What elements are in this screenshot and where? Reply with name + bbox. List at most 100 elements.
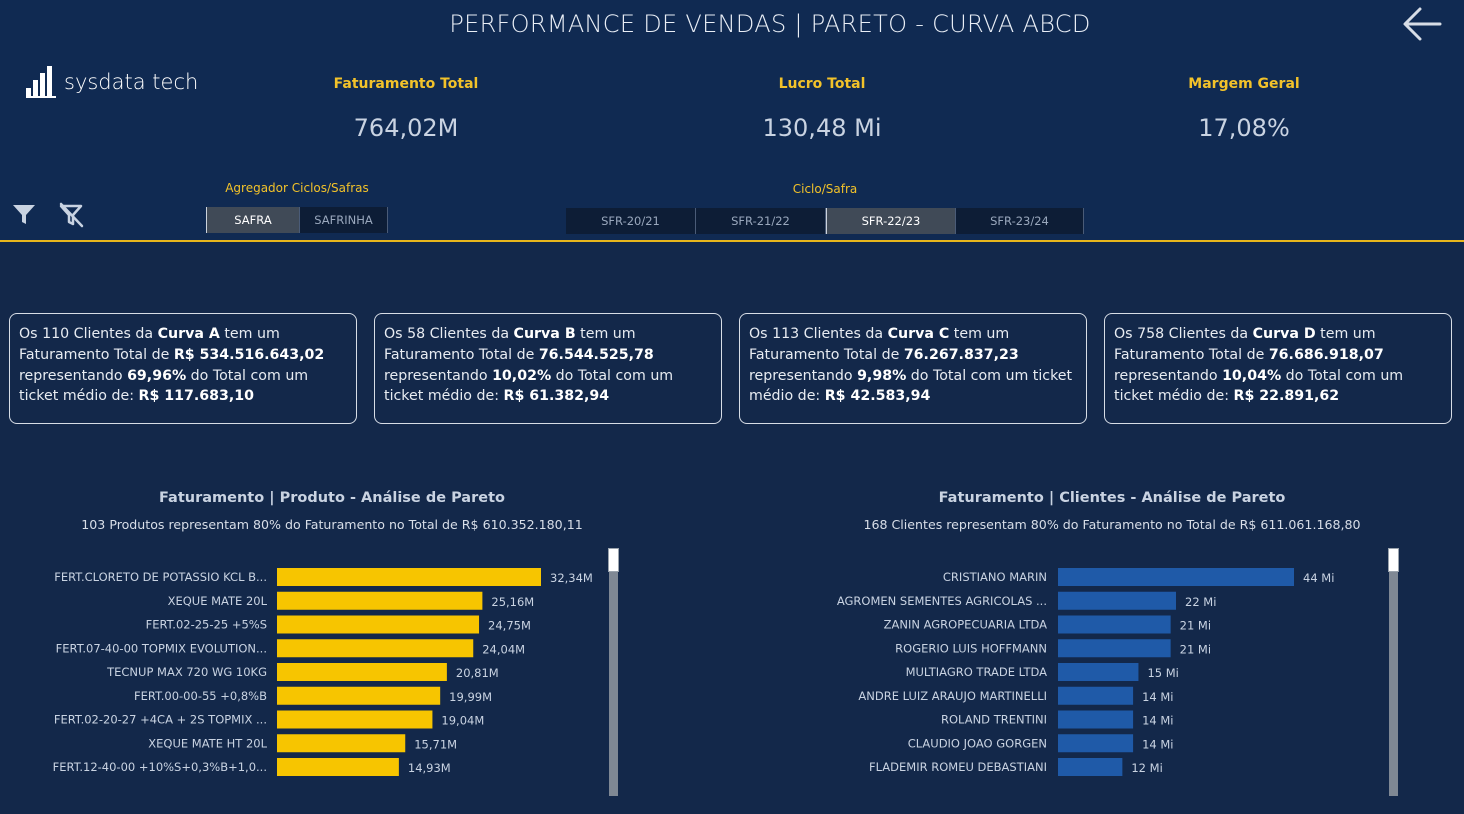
category-label: FERT.12-40-00 +10%S+0,3%B+1,0... [53, 760, 267, 774]
bar[interactable] [277, 710, 433, 729]
curve-total: R$ 534.516.643,02 [173, 346, 325, 363]
bar[interactable] [277, 663, 447, 681]
back-arrow-icon[interactable] [1402, 6, 1442, 42]
card-text: Os 758 Clientes da [1114, 326, 1253, 342]
clear-filter-icon[interactable] [58, 202, 84, 228]
client-chart-scrollbar[interactable] [1388, 548, 1399, 796]
bar[interactable] [277, 734, 406, 753]
slicer-option-sfr-21-22[interactable]: SFR-21/22 [696, 208, 826, 234]
bar[interactable] [1058, 663, 1139, 681]
data-label: 24,75M [488, 619, 531, 633]
product-chart-scrollbar[interactable] [608, 548, 619, 796]
curve-percent: 10,02% [492, 367, 552, 384]
curve-total: 76.267.837,23 [903, 346, 1019, 363]
curve-name: Curva D [1252, 326, 1316, 342]
kpi-value: 764,02M [353, 114, 459, 142]
curve-ticket: R$ 42.583,94 [824, 388, 931, 405]
ciclo-label: Ciclo/Safra [792, 182, 858, 196]
curva-c-card: Os 113 Clientes da Curva C tem um Fatura… [739, 313, 1087, 424]
category-label: TECNUP MAX 720 WG 10KG [106, 665, 267, 679]
bar[interactable] [1058, 639, 1171, 658]
data-label: 25,16M [491, 595, 534, 609]
bar[interactable] [277, 615, 480, 634]
category-label: FLADEMIR ROMEU DEBASTIANI [869, 760, 1047, 774]
card-text: Os 110 Clientes da [19, 326, 158, 342]
data-label: 22 Mi [1185, 595, 1216, 609]
slicer-option-sfr-22-23[interactable]: SFR-22/23 [826, 208, 956, 234]
category-label: FERT.CLORETO DE POTASSIO KCL B... [54, 570, 267, 584]
client-chart-subtitle: 168 Clientes representam 80% do Faturame… [863, 517, 1361, 532]
kpi-value: 17,08% [1198, 114, 1290, 142]
scrollbar-thumb[interactable] [1388, 548, 1399, 572]
kpi-label: Faturamento Total [333, 76, 479, 92]
category-label: FERT.00-00-55 +0,8%B [134, 689, 267, 703]
bar[interactable] [277, 568, 541, 586]
category-label: ANDRE LUIZ ARAUJO MARTINELLI [858, 689, 1047, 703]
data-label: 14 Mi [1142, 714, 1173, 728]
kpi-faturamento: Faturamento Total 764,02M [286, 76, 526, 142]
product-chart-subtitle: 103 Produtos representam 80% do Faturame… [81, 517, 583, 532]
curva-a-card: Os 110 Clientes da Curva A tem um Fatura… [9, 313, 357, 424]
curva-b-card: Os 58 Clientes da Curva B tem um Faturam… [374, 313, 722, 424]
bar[interactable] [277, 639, 474, 658]
bar[interactable] [1058, 686, 1134, 705]
kpi-value: 130,48 Mi [762, 114, 882, 142]
data-label: 24,04M [482, 642, 525, 656]
card-text: Os 58 Clientes da [384, 326, 514, 342]
curve-total: 76.686.918,07 [1268, 346, 1384, 363]
kpi-lucro: Lucro Total 130,48 Mi [702, 76, 942, 142]
curve-ticket: R$ 117.683,10 [138, 388, 255, 405]
curve-ticket: R$ 61.382,94 [503, 388, 610, 405]
data-label: 19,04M [441, 714, 484, 728]
filter-icon[interactable] [12, 202, 38, 228]
curve-percent: 69,96% [127, 367, 187, 384]
category-label: AGROMEN SEMENTES AGRICOLAS ... [837, 594, 1047, 608]
bar[interactable] [277, 758, 399, 776]
card-text: do Total com um ticket médio de: [749, 367, 1073, 405]
curve-total: 76.544.525,78 [538, 346, 654, 363]
data-label: 21 Mi [1180, 619, 1211, 633]
curva-d-card: Os 758 Clientes da Curva D tem um Fatura… [1104, 313, 1452, 424]
slicer-option-safra[interactable]: SAFRA [206, 207, 300, 233]
category-label: ROGERIO LUIS HOFFMANN [895, 641, 1047, 655]
bar[interactable] [1058, 758, 1123, 776]
category-label: CRISTIANO MARIN [943, 570, 1047, 584]
curve-name: Curva B [513, 326, 576, 342]
data-label: 32,34M [550, 571, 593, 585]
card-text: do Total com um ticket médio de: [384, 367, 674, 405]
bar[interactable] [277, 591, 483, 610]
header-bar: PERFORMANCE DE VENDAS | PARETO - CURVA A… [0, 0, 1464, 242]
category-label: FERT.02-25-25 +5%S [146, 618, 267, 632]
category-label: FERT.02-20-27 +4CA + 2S TOPMIX ... [54, 713, 267, 727]
card-text: representando [1114, 367, 1223, 384]
page-title: PERFORMANCE DE VENDAS | PARETO - CURVA A… [449, 10, 1091, 38]
curve-ticket: R$ 22.891,62 [1233, 388, 1340, 405]
bar[interactable] [1058, 591, 1176, 610]
data-label: 19,99M [449, 690, 492, 704]
bar[interactable] [1058, 710, 1134, 729]
bar[interactable] [1058, 615, 1171, 634]
slicer-option-sfr-20-21[interactable]: SFR-20/21 [566, 208, 696, 234]
data-label: 15 Mi [1147, 666, 1178, 680]
scrollbar-thumb[interactable] [608, 548, 619, 572]
logo-bars-icon [26, 66, 56, 98]
agregador-slicer: SAFRA SAFRINHA [206, 207, 388, 233]
card-text: tem um Faturamento Total de [1114, 326, 1376, 363]
category-label: FERT.07-40-00 TOPMIX EVOLUTION... [56, 641, 267, 655]
ciclo-slicer: SFR-20/21 SFR-21/22 SFR-22/23 SFR-23/24 [566, 208, 1084, 234]
slicer-option-sfr-23-24[interactable]: SFR-23/24 [956, 208, 1084, 234]
bar[interactable] [277, 686, 441, 705]
kpi-margem: Margem Geral 17,08% [1124, 76, 1364, 142]
data-label: 15,71M [414, 737, 457, 751]
slicer-option-safrinha[interactable]: SAFRINHA [300, 207, 388, 233]
category-label: XEQUE MATE HT 20L [148, 736, 267, 750]
data-label: 21 Mi [1180, 642, 1211, 656]
category-label: ROLAND TRENTINI [941, 713, 1047, 727]
category-label: XEQUE MATE 20L [168, 594, 268, 608]
bar[interactable] [1058, 734, 1134, 753]
data-label: 44 Mi [1303, 571, 1334, 585]
card-text: Os 113 Clientes da [749, 326, 888, 342]
card-text: representando [384, 367, 493, 384]
card-text: representando [19, 367, 128, 384]
bar[interactable] [1058, 568, 1294, 586]
